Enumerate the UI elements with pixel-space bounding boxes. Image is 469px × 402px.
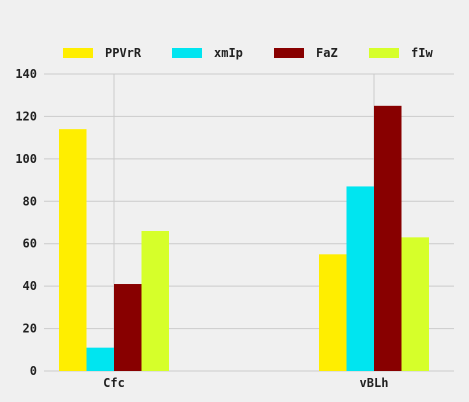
legend-item-xmIp: xmIp [172, 46, 243, 60]
y-tick-label: 20 [23, 322, 37, 336]
legend-label: xmIp [214, 46, 243, 60]
bar-FaZ-Cfc [114, 284, 142, 371]
bar-fIw-vBLh [401, 237, 429, 371]
x-tick-label: vBLh [360, 376, 389, 390]
legend-swatch [172, 48, 202, 58]
y-tick-label: 140 [15, 67, 37, 81]
bar-PPVrR-vBLh [319, 254, 347, 371]
legend-swatch [63, 48, 93, 58]
bar-xmIp-vBLh [346, 186, 374, 371]
bar-xmIp-Cfc [86, 347, 114, 371]
y-tick-label: 80 [23, 194, 37, 208]
bar-FaZ-vBLh [374, 105, 402, 372]
legend-label: FaZ [316, 46, 338, 60]
y-tick-label: 120 [15, 109, 37, 123]
legend-swatch [274, 48, 304, 58]
legend-item-PPVrR: PPVrR [63, 46, 142, 60]
x-tick-label: Cfc [103, 376, 125, 390]
bar-PPVrR-Cfc [59, 129, 87, 371]
y-tick-label: 100 [15, 152, 37, 166]
legend-item-FaZ: FaZ [274, 46, 338, 60]
bars [59, 105, 429, 372]
legend-item-fIw: fIw [369, 46, 433, 60]
y-tick-label: 40 [23, 279, 37, 293]
bar-fIw-Cfc [141, 230, 169, 371]
legend-swatch [369, 48, 399, 58]
legend-label: PPVrR [105, 46, 142, 60]
legend: PPVrR xmIp FaZ fIw [63, 46, 433, 60]
x-axis: Cfc vBLh [103, 376, 388, 390]
legend-label: fIw [411, 46, 433, 60]
y-tick-label: 60 [23, 237, 37, 251]
y-axis: 0 20 40 60 80 100 120 140 [15, 67, 37, 378]
y-tick-label: 0 [30, 364, 37, 378]
